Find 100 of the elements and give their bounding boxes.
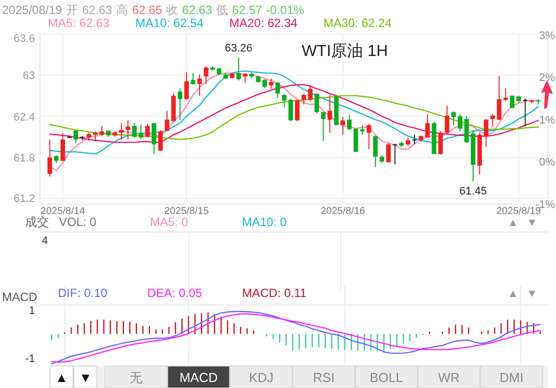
candlestick <box>204 66 208 85</box>
y2-tick-label: 3% <box>539 30 556 42</box>
candlestick <box>126 120 130 140</box>
text: 无 <box>130 370 142 385</box>
candlestick <box>275 81 280 98</box>
y-tick-label: -1 <box>25 352 35 365</box>
x-tick-label: 2025/8/14 <box>40 206 86 217</box>
candlestick <box>60 132 66 162</box>
annotation: 61.45 <box>459 185 487 198</box>
candlestick <box>451 110 456 126</box>
candlestick <box>100 125 104 137</box>
candlestick <box>236 56 241 82</box>
candlestick <box>242 72 248 84</box>
y2-tick-label: 0% <box>539 156 556 169</box>
candlestick <box>74 129 78 144</box>
series-label: DEA: 0.05 <box>147 286 202 300</box>
candlestick <box>178 88 182 120</box>
candlestick <box>328 94 332 134</box>
text: 高 <box>116 3 128 17</box>
y-tick-label: 63.6 <box>14 33 35 45</box>
candlestick <box>288 98 294 122</box>
candlestick <box>294 99 300 122</box>
text: ▲ <box>508 288 518 300</box>
candlestick <box>184 72 189 100</box>
candlestick <box>301 93 306 106</box>
text: RSI <box>312 370 335 385</box>
candlestick <box>347 114 352 130</box>
candlestick <box>496 75 502 121</box>
text: KDJ <box>248 370 274 385</box>
text: BOLL <box>370 370 404 385</box>
text: 62.63 <box>82 3 112 17</box>
candlestick <box>340 116 346 136</box>
candlestick <box>321 112 326 142</box>
y-tick-label: 1 <box>28 305 35 318</box>
candlestick <box>268 78 274 90</box>
candlestick <box>444 105 450 134</box>
text: -0.01% <box>266 3 305 17</box>
candlestick <box>93 130 98 142</box>
text: 62.65 <box>132 3 162 17</box>
x-tick-label: 2025/8/16 <box>320 206 366 217</box>
text: 低 <box>216 3 228 17</box>
text: MA10: 0 <box>242 215 288 229</box>
y2-tick-label: 2% <box>539 72 556 84</box>
y-tick-label: 61.2 <box>14 193 35 205</box>
text: MACD: 0.11 <box>242 286 307 300</box>
text: 成交 <box>25 215 49 229</box>
candlestick <box>132 122 137 138</box>
text: 62.63 <box>182 3 212 17</box>
text: ▼ <box>526 217 538 229</box>
candlestick <box>190 72 196 86</box>
x-tick-label: 2025/8/15 <box>164 206 210 217</box>
candlestick <box>360 124 365 136</box>
text: DMI <box>500 370 524 385</box>
candlestick <box>392 143 398 165</box>
text: ▲ <box>508 217 518 229</box>
text: MA5: 62.63 <box>48 16 110 30</box>
text: 开 <box>66 3 78 17</box>
text: 2025/08/19 <box>2 3 62 17</box>
y-tick-label: 63 <box>22 70 35 82</box>
candlestick <box>47 139 52 178</box>
line-series <box>49 84 539 143</box>
candlestick <box>522 98 528 128</box>
candlestick <box>503 88 508 102</box>
candlestick <box>458 114 462 132</box>
text: WTI原油 1H <box>302 42 388 60</box>
candlestick <box>145 123 150 138</box>
text: ▼ <box>79 370 92 385</box>
candlestick <box>354 128 358 152</box>
candlestick <box>314 93 320 114</box>
text: VOL: 0 <box>59 215 97 229</box>
text: MACD <box>179 370 218 385</box>
text: WR <box>438 370 460 385</box>
candlestick <box>119 122 124 140</box>
candlestick <box>158 129 163 152</box>
candlestick <box>308 84 313 102</box>
text: ▲ <box>55 370 68 385</box>
text: ▼ <box>526 288 538 300</box>
y-axis-title: MACD <box>2 290 38 304</box>
candlestick <box>152 122 156 154</box>
text: 4 <box>42 235 48 247</box>
text: MA5: 0 <box>150 215 188 229</box>
y-tick-label: 62.4 <box>14 111 35 124</box>
text: 收 <box>166 3 178 17</box>
text: MA10: 62.54 <box>135 16 204 30</box>
x-tick-label: 2025/8/19 <box>496 206 542 217</box>
candlestick <box>412 134 417 145</box>
text: MA20: 62.34 <box>229 16 298 30</box>
candlestick <box>490 114 495 128</box>
candlestick <box>438 130 443 156</box>
text: DIF: 0.10 <box>58 286 108 300</box>
candlestick <box>484 118 488 148</box>
candlestick <box>510 95 514 109</box>
candlestick <box>464 116 469 144</box>
candlestick <box>386 142 391 164</box>
candlestick <box>366 123 372 150</box>
candlestick <box>197 74 202 96</box>
text: MA30: 62.24 <box>323 16 392 30</box>
candlestick <box>373 134 378 168</box>
y-tick-label: 61.8 <box>14 152 35 164</box>
annotation: 63.26 <box>224 42 252 54</box>
